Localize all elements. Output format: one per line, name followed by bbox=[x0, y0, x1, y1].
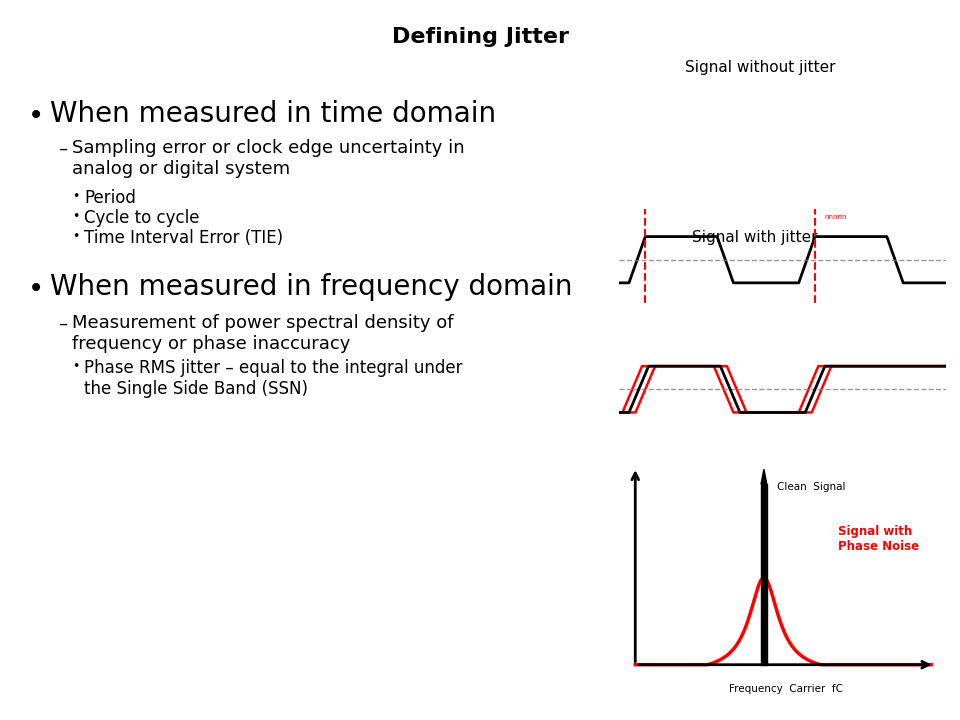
Bar bbox=[761, 484, 767, 665]
Text: –: – bbox=[58, 140, 67, 158]
Text: •: • bbox=[72, 360, 80, 373]
Text: Time Interval Error (TIE): Time Interval Error (TIE) bbox=[84, 229, 283, 247]
Text: Signal with
Phase Noise: Signal with Phase Noise bbox=[838, 524, 919, 552]
Text: Signal with jitter: Signal with jitter bbox=[692, 230, 818, 245]
Text: When measured in time domain: When measured in time domain bbox=[50, 100, 496, 128]
Text: •: • bbox=[72, 210, 80, 223]
Text: Phase RMS jitter – equal to the integral under
the Single Side Band (SSN): Phase RMS jitter – equal to the integral… bbox=[84, 359, 463, 397]
Text: –: – bbox=[58, 315, 67, 333]
Text: Defining Jitter: Defining Jitter bbox=[392, 27, 568, 47]
Text: Measurement of power spectral density of
frequency or phase inaccuracy: Measurement of power spectral density of… bbox=[72, 314, 453, 353]
Text: •: • bbox=[72, 190, 80, 203]
Text: nnnnn: nnnnn bbox=[825, 215, 848, 220]
Text: Clean  Signal: Clean Signal bbox=[777, 482, 846, 492]
Text: Signal without jitter: Signal without jitter bbox=[684, 60, 835, 75]
Text: When measured in frequency domain: When measured in frequency domain bbox=[50, 273, 572, 301]
Text: •: • bbox=[72, 230, 80, 243]
Text: •: • bbox=[28, 275, 44, 303]
Text: Cycle to cycle: Cycle to cycle bbox=[84, 209, 200, 227]
Text: Period: Period bbox=[84, 189, 136, 207]
Text: Sampling error or clock edge uncertainty in
analog or digital system: Sampling error or clock edge uncertainty… bbox=[72, 139, 465, 178]
Text: Frequency  Carrier  fC: Frequency Carrier fC bbox=[730, 684, 844, 694]
Text: •: • bbox=[28, 102, 44, 130]
Polygon shape bbox=[761, 469, 767, 484]
